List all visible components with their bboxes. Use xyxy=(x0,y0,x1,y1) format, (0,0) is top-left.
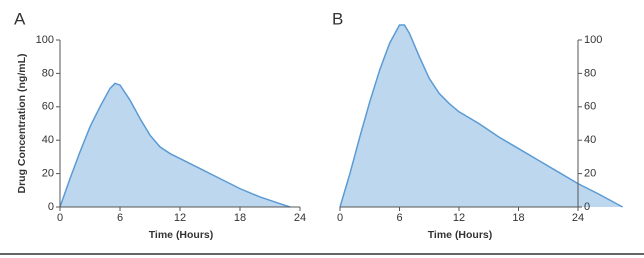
area xyxy=(340,24,623,207)
x-tick-label: 24 xyxy=(294,212,306,224)
y-axis-label: Drug Concentration (ng/mL) xyxy=(16,54,28,194)
y-tick-label: 20 xyxy=(584,168,596,180)
y-tick-label: 80 xyxy=(42,67,54,79)
area xyxy=(60,83,290,207)
x-tick-label: 0 xyxy=(337,212,343,224)
panel-title: B xyxy=(332,9,343,28)
x-tick-label: 12 xyxy=(174,212,186,224)
panel-title: A xyxy=(14,9,26,28)
line xyxy=(339,24,623,208)
y-tick-label: 60 xyxy=(42,101,54,113)
x-tick-label: 18 xyxy=(234,212,246,224)
x-axis-label: Time (Hours) xyxy=(428,229,493,241)
y-tick-label: 0 xyxy=(48,201,54,213)
y-tick-label: 80 xyxy=(584,67,596,79)
y-tick-label: 20 xyxy=(42,168,54,180)
x-tick-label: 24 xyxy=(572,212,584,224)
y-tick-label: 100 xyxy=(36,34,54,46)
y-tick-label: 60 xyxy=(584,101,596,113)
line xyxy=(59,82,291,208)
x-tick-label: 0 xyxy=(57,212,63,224)
y-tick-label: 40 xyxy=(42,134,54,146)
x-tick-label: 18 xyxy=(512,212,524,224)
x-tick-label: 6 xyxy=(117,212,123,224)
y-tick-label: 100 xyxy=(584,34,602,46)
x-axis-label: Time (Hours) xyxy=(149,229,214,241)
x-tick-label: 6 xyxy=(396,212,402,224)
y-tick-label: 40 xyxy=(584,134,596,146)
x-tick-label: 12 xyxy=(453,212,465,224)
y-tick-label: 0 xyxy=(584,201,590,213)
